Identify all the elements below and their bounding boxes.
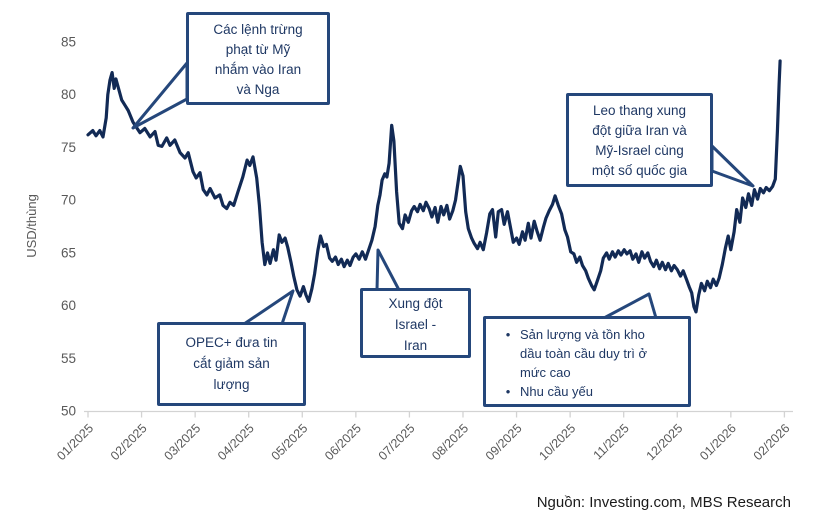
bullet-icon	[496, 382, 520, 401]
annotation-line: Các lệnh trừng	[213, 22, 303, 37]
annotation-line: nhắm vào Iran	[214, 62, 302, 77]
israel-iran-callout-tail	[375, 248, 401, 292]
supply-demand-callout-tail	[602, 292, 658, 320]
annotation-line: lượng	[213, 377, 250, 392]
annotation-sanctions: Các lệnh trừng phạt từ Mỹ nhắm vào Iran …	[186, 12, 330, 105]
annotation-line: Xung đột	[388, 296, 443, 311]
annotation-line: phạt từ Mỹ	[225, 42, 291, 57]
bullet-text: Nhu cầu yếu	[520, 384, 593, 399]
annotation-line: Leo thang xung	[592, 103, 687, 118]
annotation-line: Mỹ-Israel cùng	[595, 143, 684, 158]
bullet-item: Sản lượng và tồn kho dầu toàn cầu duy tr…	[496, 325, 684, 382]
bullet-icon	[496, 325, 520, 382]
y-axis-label: 50	[61, 404, 76, 419]
y-axis-label: 75	[61, 140, 76, 155]
escalation-callout-tail	[710, 144, 755, 188]
sanctions-callout-tail	[131, 61, 189, 130]
annotation-opec: OPEC+ đưa tin cắt giảm sản lượng	[157, 322, 306, 406]
annotation-line: OPEC+ đưa tin	[185, 335, 278, 350]
source-note: Nguồn: Investing.com, MBS Research	[536, 494, 791, 511]
annotation-line: đột giữa Iran và	[592, 123, 687, 138]
annotation-supply-demand: Sản lượng và tồn kho dầu toàn cầu duy tr…	[483, 316, 691, 407]
annotation-line: và Nga	[236, 82, 280, 97]
annotation-line: một số quốc gia	[591, 163, 688, 178]
y-axis-label: 80	[61, 87, 76, 102]
y-axis-label: 60	[61, 298, 76, 313]
annotation-israel-iran: Xung đột Israel - Iran	[360, 288, 471, 358]
y-axis-label: 55	[61, 351, 76, 366]
bullet-text: Sản lượng và tồn kho dầu toàn cầu duy tr…	[520, 327, 648, 380]
annotation-line: Israel -	[394, 317, 437, 332]
annotation-line: cắt giảm sản	[193, 356, 270, 371]
annotation-line: Iran	[403, 338, 428, 353]
price-line	[86, 59, 782, 314]
y-axis-label: 70	[61, 193, 76, 208]
opec-callout-tail	[242, 289, 295, 326]
annotation-escalation: Leo thang xung đột giữa Iran và Mỹ-Israe…	[566, 93, 713, 187]
y-axis-label: 65	[61, 245, 76, 260]
y-axis-label: 85	[61, 35, 76, 50]
bullet-item: Nhu cầu yếu	[496, 382, 684, 401]
y-axis-title: USD/thùng	[24, 194, 39, 258]
